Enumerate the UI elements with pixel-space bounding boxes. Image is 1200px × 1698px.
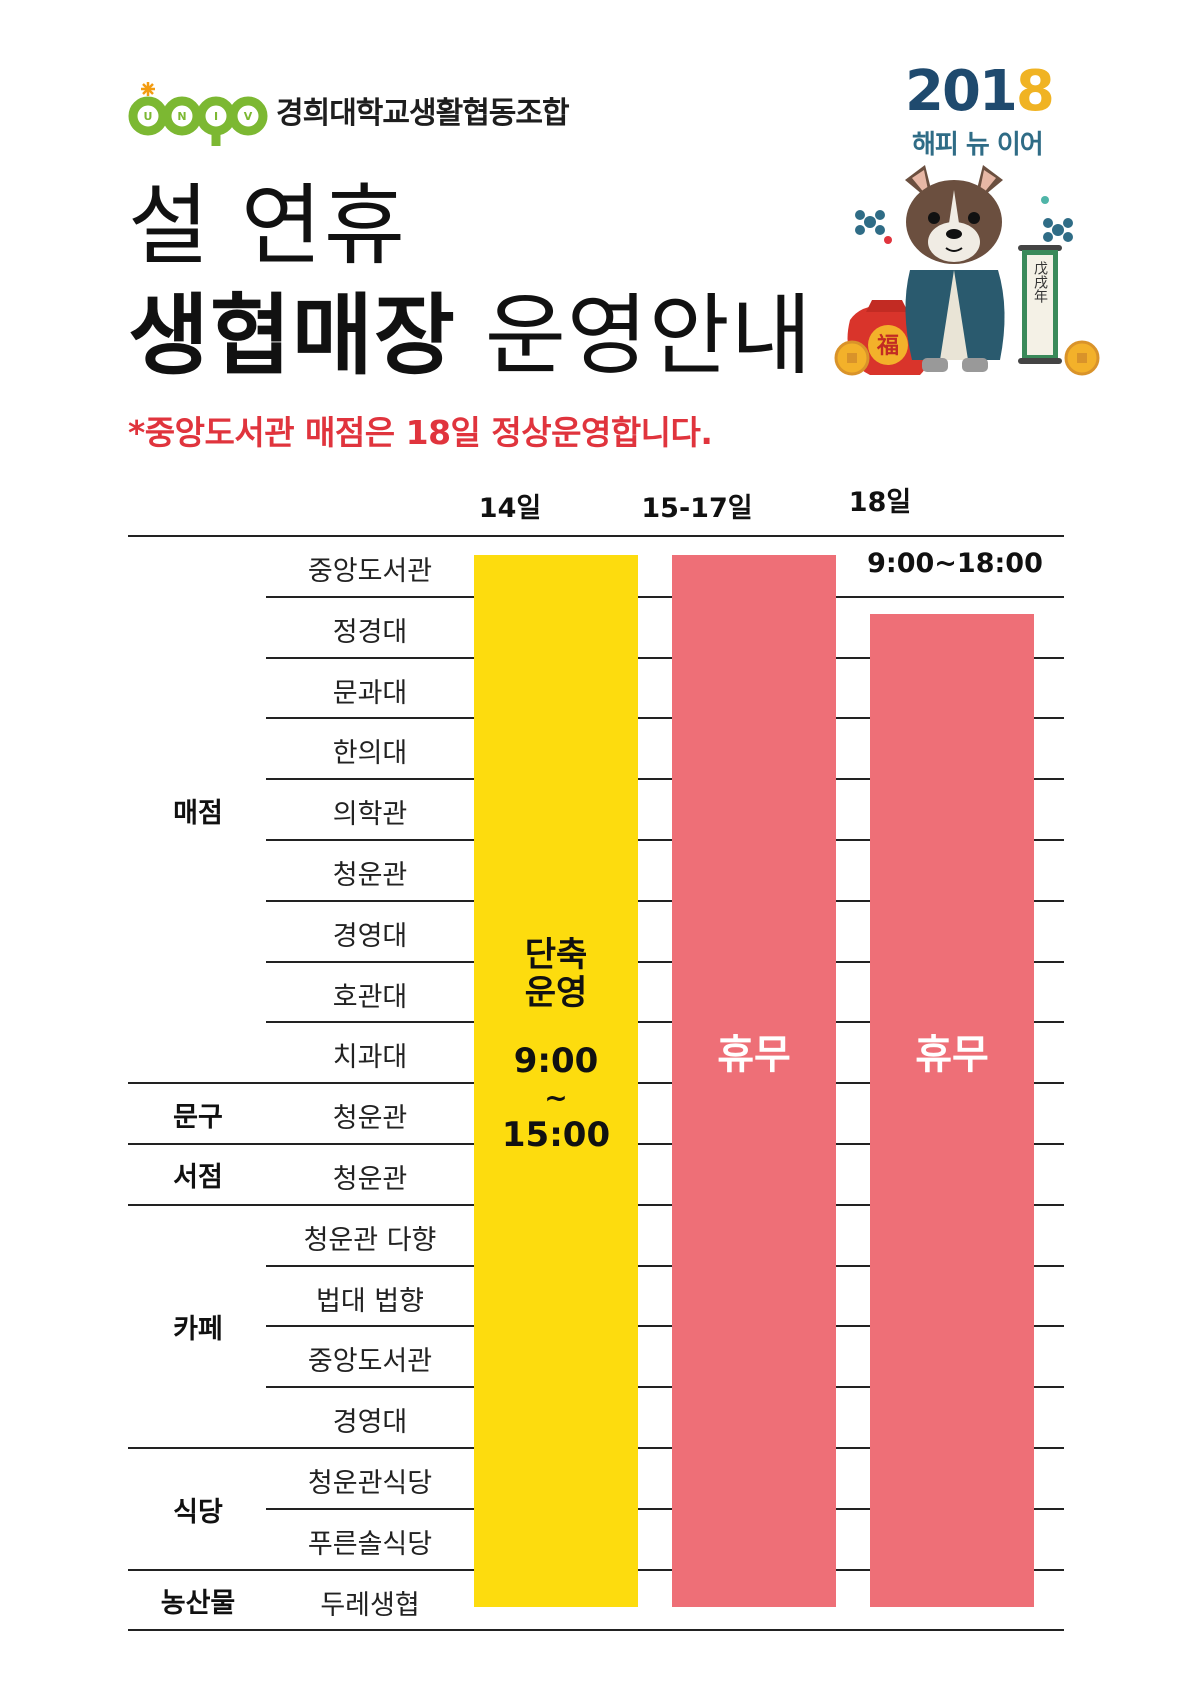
library-day18-hours: 9:00~18:00 xyxy=(867,548,1043,579)
location-label: 치과대 xyxy=(332,1042,408,1073)
location-label: 중앙도서관 xyxy=(307,1346,433,1377)
day14-tilde: ~ xyxy=(544,1081,568,1114)
row-divider xyxy=(266,1508,1064,1510)
location-label: 청운관식당 xyxy=(307,1468,433,1499)
svg-text:I: I xyxy=(214,110,218,123)
location-label: 청운관 다향 xyxy=(303,1225,437,1256)
lucky-char-icon: 福 xyxy=(876,333,899,359)
column-header-15-17: 15-17일 xyxy=(641,493,753,524)
table-top-rule xyxy=(128,535,1064,537)
location-label: 법대 법향 xyxy=(316,1286,424,1317)
row-divider xyxy=(266,717,1064,719)
location-label: 경영대 xyxy=(332,921,408,952)
location-label: 호관대 xyxy=(332,982,408,1013)
day15-17-closed-label: 휴무 xyxy=(717,1032,791,1078)
svg-text:V: V xyxy=(244,110,253,123)
title-bold-part: 생협매장 xyxy=(128,284,456,387)
location-label: 청운관 xyxy=(332,1103,408,1134)
row-divider xyxy=(266,596,1064,598)
row-divider xyxy=(266,1021,1064,1023)
location-label: 의학관 xyxy=(332,799,408,830)
svg-text:U: U xyxy=(144,110,153,123)
day14-close: 15:00 xyxy=(501,1115,611,1155)
location-label: 문과대 xyxy=(332,678,408,709)
title-line-2: 생협매장 운영안내 xyxy=(128,292,813,380)
location-label: 두레생협 xyxy=(320,1590,420,1621)
row-divider xyxy=(266,839,1064,841)
bar-day14-short-hours: 단축 운영 9:00 ~ 15:00 xyxy=(474,555,638,1607)
row-divider xyxy=(266,900,1064,902)
org-name: 경희대학교생활협동조합 xyxy=(276,96,570,131)
title-rest-part: 운영안내 xyxy=(455,284,813,387)
row-divider xyxy=(266,961,1064,963)
badge-year: 2018 xyxy=(905,59,1055,124)
category-label: 문구 xyxy=(173,1102,223,1133)
category-label: 식당 xyxy=(173,1497,223,1528)
svg-text:N: N xyxy=(177,110,186,123)
category-label: 농산물 xyxy=(160,1588,236,1619)
category-label: 매점 xyxy=(173,798,223,829)
location-label: 경영대 xyxy=(332,1407,408,1438)
column-header-18: 18일 xyxy=(848,487,912,518)
location-label: 중앙도서관 xyxy=(307,556,433,587)
day14-line1: 단축 xyxy=(524,935,588,975)
badge-subtitle: 해피 뉴 이어 xyxy=(912,130,1044,160)
row-divider xyxy=(266,1386,1064,1388)
category-label: 서점 xyxy=(173,1162,223,1193)
row-divider xyxy=(266,1265,1064,1267)
day14-line2: 운영 xyxy=(524,973,588,1013)
location-label: 한의대 xyxy=(332,738,408,769)
row-divider xyxy=(266,657,1064,659)
table-bottom-rule xyxy=(128,1629,1064,1631)
day14-open: 9:00 xyxy=(513,1041,599,1081)
dog-in-hanbok-icon: 福 戊戌年 xyxy=(834,165,1100,376)
day18-closed-label: 휴무 xyxy=(915,1032,989,1078)
row-divider xyxy=(266,778,1064,780)
column-header-14: 14일 xyxy=(478,493,542,524)
bar-day18-closed: 휴무 xyxy=(870,614,1034,1607)
bar-day15-17-closed: 휴무 xyxy=(672,555,836,1607)
category-label: 카페 xyxy=(173,1314,223,1345)
location-label: 푸른솔식당 xyxy=(307,1529,433,1560)
location-label: 청운관 xyxy=(332,1164,408,1195)
title-line-1: 설 연휴 xyxy=(128,174,407,277)
location-label: 정경대 xyxy=(332,617,408,648)
scroll-text: 戊戌年 xyxy=(1032,261,1048,303)
row-divider xyxy=(266,1325,1064,1327)
notice-text: *중앙도서관 매점은 18일 정상운영합니다. xyxy=(128,413,713,452)
location-label: 청운관 xyxy=(332,860,408,891)
